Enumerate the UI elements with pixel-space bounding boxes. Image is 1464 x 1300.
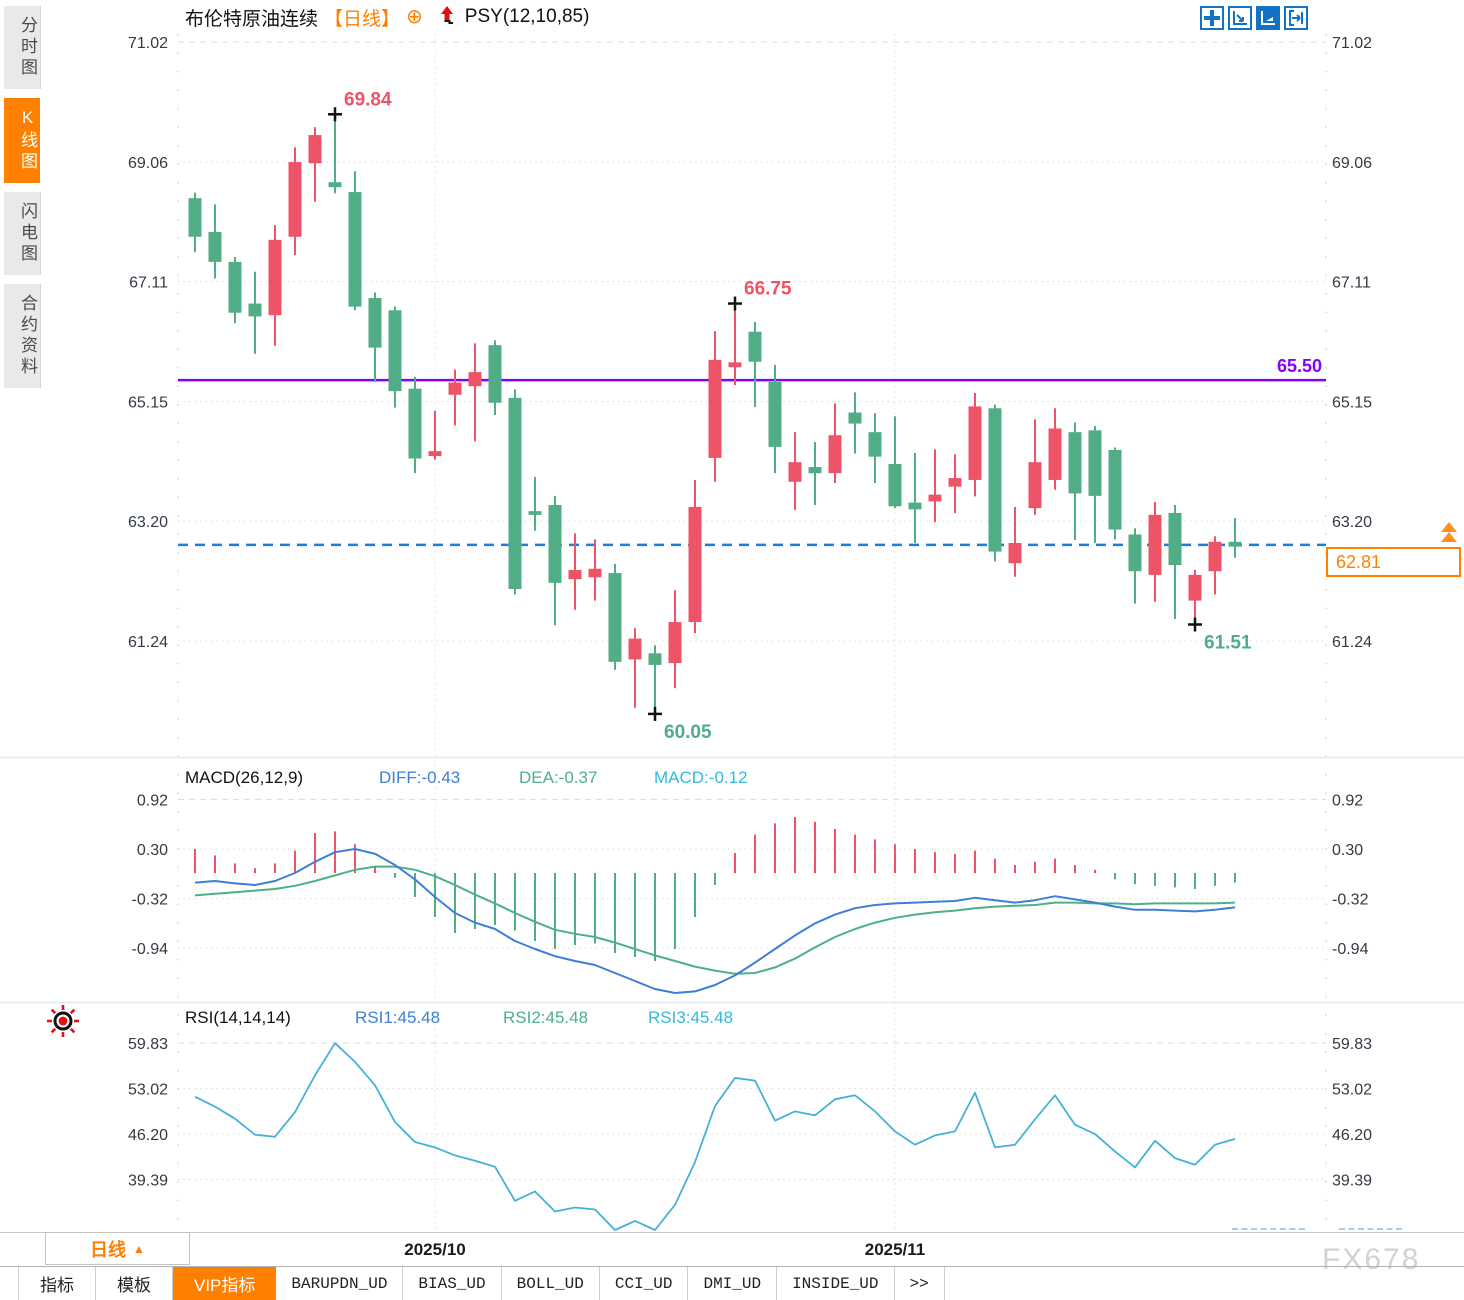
chart-header: 布伦特原油连续 【日线】 ⊕ PSY(12,10,85): [185, 4, 589, 30]
rsi-name: RSI(14,14,14): [185, 1008, 291, 1027]
macd-diff-value: DIFF:-0.43: [379, 768, 461, 787]
move-tool-button[interactable]: [1200, 6, 1224, 30]
svg-text:66.75: 66.75: [744, 279, 792, 300]
bottom-tab-0[interactable]: 指标: [18, 1267, 96, 1300]
bottom-tab-8[interactable]: INSIDE_UD: [777, 1267, 895, 1300]
macd-macd-value: MACD:-0.12: [654, 768, 748, 787]
svg-text:71.02: 71.02: [128, 35, 168, 52]
sun-icon: [44, 1002, 82, 1045]
svg-text:-0.94: -0.94: [132, 941, 169, 958]
rsi2-value: RSI2:45.48: [503, 1008, 589, 1027]
period-select-label: 日线: [90, 1239, 127, 1260]
bottom-tab-5[interactable]: BOLL_UD: [502, 1267, 600, 1300]
svg-text:59.83: 59.83: [128, 1036, 168, 1053]
svg-text:61.51: 61.51: [1204, 632, 1252, 653]
svg-text:63.20: 63.20: [128, 514, 168, 531]
date-axis-label: 2025/11: [864, 1240, 926, 1259]
bottom-tab-1[interactable]: 模板: [96, 1267, 173, 1300]
svg-text:63.20: 63.20: [1332, 514, 1372, 531]
svg-text:67.11: 67.11: [129, 274, 168, 291]
chart-canvas[interactable]: 71.02 71.02 69.06 69.06 67.11 67.11 65.15 65.15…: [0, 0, 1464, 1232]
pan-right-icon: [1289, 10, 1303, 26]
axis-fit-icon: [1261, 11, 1275, 25]
svg-text:71.02: 71.02: [1332, 35, 1372, 52]
up-arrow-icon: [439, 5, 455, 30]
svg-text:-0.32: -0.32: [1332, 892, 1369, 909]
date-axis-row: 2025/10 2025/11: [0, 1232, 1464, 1266]
axis-dash-decoration: [1232, 1228, 1305, 1230]
bottom-tab-9[interactable]: >>: [895, 1267, 945, 1300]
left-sidebar: 分时图 K线图闪电图合约资料: [4, 6, 42, 397]
period-select-button[interactable]: 日线 ▲: [45, 1232, 190, 1265]
svg-text:65.15: 65.15: [128, 395, 168, 412]
candlestick-series: [188, 114, 1242, 714]
svg-text:53.02: 53.02: [1332, 1081, 1372, 1098]
svg-text:61.24: 61.24: [1332, 634, 1372, 651]
fx678-watermark: FX678: [1322, 1243, 1421, 1276]
svg-text:0.30: 0.30: [137, 842, 168, 859]
sidebar-tab-1[interactable]: K线图: [4, 98, 40, 183]
last-price-box: 62.81: [1326, 547, 1461, 577]
axis-fit-tool-button[interactable]: [1256, 6, 1280, 30]
svg-text:-0.32: -0.32: [132, 892, 169, 909]
bottom-tab-6[interactable]: CCI_UD: [600, 1267, 689, 1300]
svg-text:0.92: 0.92: [1332, 792, 1363, 809]
sidebar-tab-0[interactable]: 分时图: [4, 6, 41, 89]
indicator-tab-bar: 指标 模板 VIP指标 BARUPDN_UD BIAS_UD BOLL_UD CCI_UD D…: [0, 1266, 1464, 1300]
axis-dash-decoration: [1339, 1228, 1402, 1230]
svg-text:61.24: 61.24: [128, 634, 168, 651]
svg-text:69.84: 69.84: [344, 89, 392, 110]
axis-range-tool-button[interactable]: [1228, 6, 1252, 30]
macd-name: MACD(26,12,9): [185, 768, 304, 787]
svg-text:59.83: 59.83: [1332, 1036, 1372, 1053]
psy-indicator-label: PSY(12,10,85): [464, 6, 590, 27]
macd-dea-value: DEA:-0.37: [519, 768, 598, 787]
bottom-tab-4[interactable]: BIAS_UD: [403, 1267, 502, 1300]
rsi3-value: RSI3:45.48: [648, 1008, 734, 1027]
bottom-tab-3[interactable]: BARUPDN_UD: [276, 1267, 404, 1300]
svg-text:0.92: 0.92: [137, 792, 168, 809]
move-icon: [1204, 10, 1220, 26]
last-price-value: 62.81: [1336, 552, 1382, 572]
price-up-arrows-icon: [1440, 522, 1458, 551]
svg-text:65.50: 65.50: [1277, 356, 1322, 376]
bottom-tab-2[interactable]: VIP指标: [173, 1267, 277, 1300]
period-tag[interactable]: 【日线】: [324, 8, 401, 30]
svg-text:60.05: 60.05: [664, 722, 712, 743]
svg-text:39.39: 39.39: [128, 1173, 168, 1190]
rsi1-value: RSI1:45.48: [355, 1008, 441, 1027]
macd-series: [194, 817, 1236, 1231]
chart-toolbar: [1200, 6, 1308, 30]
sidebar-tab-3[interactable]: 合约资料: [4, 284, 41, 388]
date-axis-label: 2025/10: [404, 1240, 466, 1259]
pan-right-tool-button[interactable]: [1284, 6, 1308, 30]
instrument-title: 布伦特原油连续: [185, 8, 319, 30]
svg-text:46.20: 46.20: [128, 1127, 168, 1144]
sidebar-tab-2[interactable]: 闪电图: [4, 192, 41, 275]
svg-text:67.11: 67.11: [1332, 274, 1371, 291]
svg-text:0.30: 0.30: [1332, 842, 1363, 859]
triangle-up-icon: ▲: [133, 1241, 145, 1256]
svg-text:46.20: 46.20: [1332, 1127, 1372, 1144]
svg-text:65.15: 65.15: [1332, 395, 1372, 412]
svg-text:69.06: 69.06: [128, 155, 168, 172]
add-compare-icon[interactable]: ⊕: [406, 6, 423, 28]
svg-text:-0.94: -0.94: [1332, 941, 1369, 958]
svg-text:53.02: 53.02: [128, 1081, 168, 1098]
svg-text:69.06: 69.06: [1332, 155, 1372, 172]
bottom-tab-7[interactable]: DMI_UD: [688, 1267, 778, 1300]
axis-range-icon: [1233, 11, 1247, 25]
svg-text:39.39: 39.39: [1332, 1173, 1372, 1190]
